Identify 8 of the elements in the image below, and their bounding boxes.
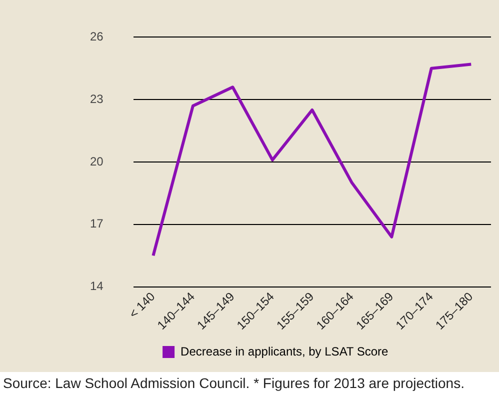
legend-label: Decrease in applicants, by LSAT Score xyxy=(180,344,389,358)
y-tick-label: 20 xyxy=(90,154,104,168)
y-tick-label: 14 xyxy=(90,279,104,294)
x-tick-label: < 140 xyxy=(126,289,158,321)
source-note: Source: Law School Admission Council. * Figures for 2013 are projections. xyxy=(3,375,466,391)
y-tick-label: 23 xyxy=(90,92,104,106)
y-tick-label: 26 xyxy=(90,30,104,44)
y-tick-label: 17 xyxy=(90,216,104,231)
